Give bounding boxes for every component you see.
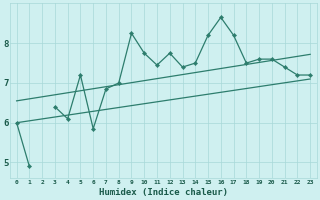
X-axis label: Humidex (Indice chaleur): Humidex (Indice chaleur) (99, 188, 228, 197)
